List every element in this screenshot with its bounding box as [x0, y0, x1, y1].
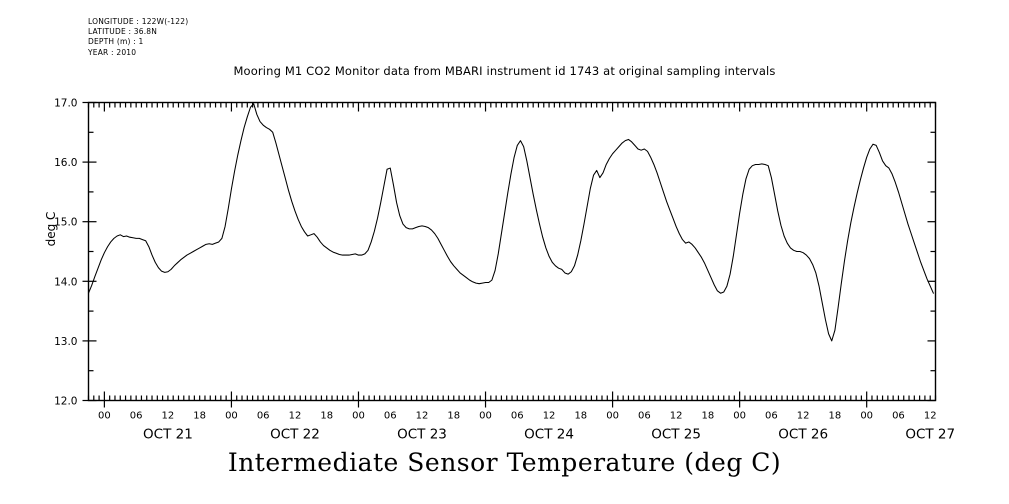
- x-tick-hour-label: 06: [511, 411, 524, 422]
- x-tick-hour-label: 00: [860, 411, 873, 422]
- x-tick-hour-label: 00: [98, 411, 111, 422]
- x-axis-day-label: OCT 25: [651, 427, 701, 443]
- x-tick-hour-label: 06: [130, 411, 143, 422]
- data-series-group: [87, 103, 934, 342]
- y-tick-label: 13.0: [54, 336, 77, 348]
- x-tick-hour-label: 00: [479, 411, 492, 422]
- y-tick-label: 16.0: [54, 157, 77, 169]
- y-tick-label: 15.0: [54, 217, 77, 229]
- x-tick-hour-label: 12: [924, 411, 937, 422]
- plot-frame: [87, 101, 937, 402]
- x-tick-hour-label: 00: [225, 411, 238, 422]
- metadata-depth: DEPTH (m) : 1: [88, 37, 144, 47]
- x-tick-hour-label: 12: [670, 411, 683, 422]
- x-tick-hour-label: 00: [733, 411, 746, 422]
- x-axis-day-label: OCT 21: [143, 427, 193, 443]
- x-tick-hour-label: 00: [352, 411, 365, 422]
- x-axis-day-label: OCT 27: [905, 427, 955, 443]
- y-tick-label: 17.0: [54, 98, 77, 110]
- x-tick-hour-label: 00: [606, 411, 619, 422]
- chart-title: Mooring M1 CO2 Monitor data from MBARI i…: [233, 64, 776, 78]
- x-axis-day-label: OCT 22: [270, 427, 320, 443]
- x-tick-hour-label: 06: [765, 411, 778, 422]
- x-tick-hour-label: 12: [797, 411, 810, 422]
- metadata-latitude: LATITUDE : 36.8N: [88, 27, 158, 37]
- x-tick-hour-label: 12: [543, 411, 556, 422]
- metadata-year: YEAR : 2010: [88, 47, 137, 57]
- x-tick-hour-label: 12: [162, 411, 175, 422]
- x-axis-day-labels: OCT 21 OCT 22 OCT 23 OCT 24 OCT 25 OCT 26 OCT …: [143, 427, 955, 443]
- x-tick-hour-label: 18: [447, 411, 460, 422]
- x-axis-day-label: OCT 23: [397, 427, 447, 443]
- x-axis-day-label: OCT 26: [778, 427, 828, 443]
- x-tick-hour-label: 18: [829, 411, 842, 422]
- y-axis-ticks: 12.0 13.0 14.0 15.0 16.0 17.0: [54, 98, 936, 408]
- y-tick-label: 14.0: [54, 276, 77, 288]
- x-tick-hour-label: 06: [384, 411, 397, 422]
- x-tick-hour-label: 12: [416, 411, 429, 422]
- metadata-longitude: LONGITUDE : 122W(-122): [88, 17, 189, 26]
- x-axis-ticks: [87, 102, 937, 408]
- x-tick-hour-label: 12: [289, 411, 302, 422]
- x-axis-day-label: OCT 24: [524, 427, 574, 443]
- data-line-temperature: [87, 103, 934, 342]
- y-tick-label: 12.0: [54, 396, 77, 408]
- figure-caption: Intermediate Sensor Temperature (deg C): [227, 448, 782, 477]
- x-tick-hour-label: 18: [702, 411, 715, 422]
- x-tick-hour-label: 18: [320, 411, 333, 422]
- x-tick-hour-label: 06: [892, 411, 905, 422]
- x-tick-hour-label: 06: [638, 411, 651, 422]
- x-tick-hour-label: 18: [574, 411, 587, 422]
- x-tick-hour-label: 06: [257, 411, 270, 422]
- x-tick-hour-label: 18: [193, 411, 206, 422]
- x-axis-hour-labels: 00 06 12 18 00 06 12 18 00 06 12 18 00 06 12 18 00 06 12 18…: [98, 411, 937, 422]
- metadata-block: LONGITUDE : 122W(-122) LATITUDE : 36.8N …: [88, 17, 188, 58]
